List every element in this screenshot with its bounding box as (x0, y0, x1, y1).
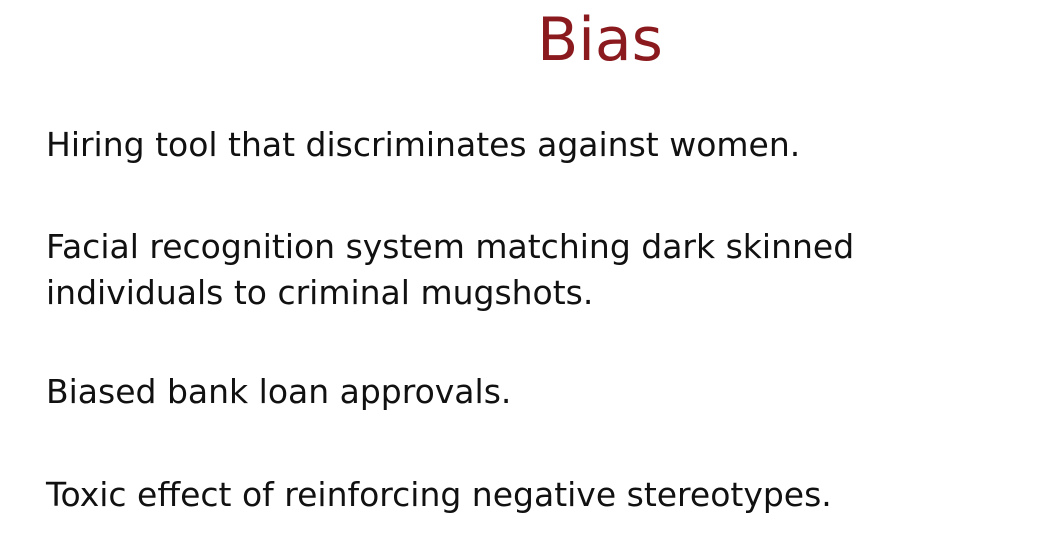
slide-title: Bias (537, 5, 663, 75)
bullet-item: Hiring tool that discriminates against w… (46, 125, 801, 164)
bullet-item: Facial recognition system matching dark … (46, 227, 855, 312)
bullet-item: Toxic effect of reinforcing negative ste… (46, 475, 832, 514)
bullet-item: Biased bank loan approvals. (46, 372, 512, 411)
